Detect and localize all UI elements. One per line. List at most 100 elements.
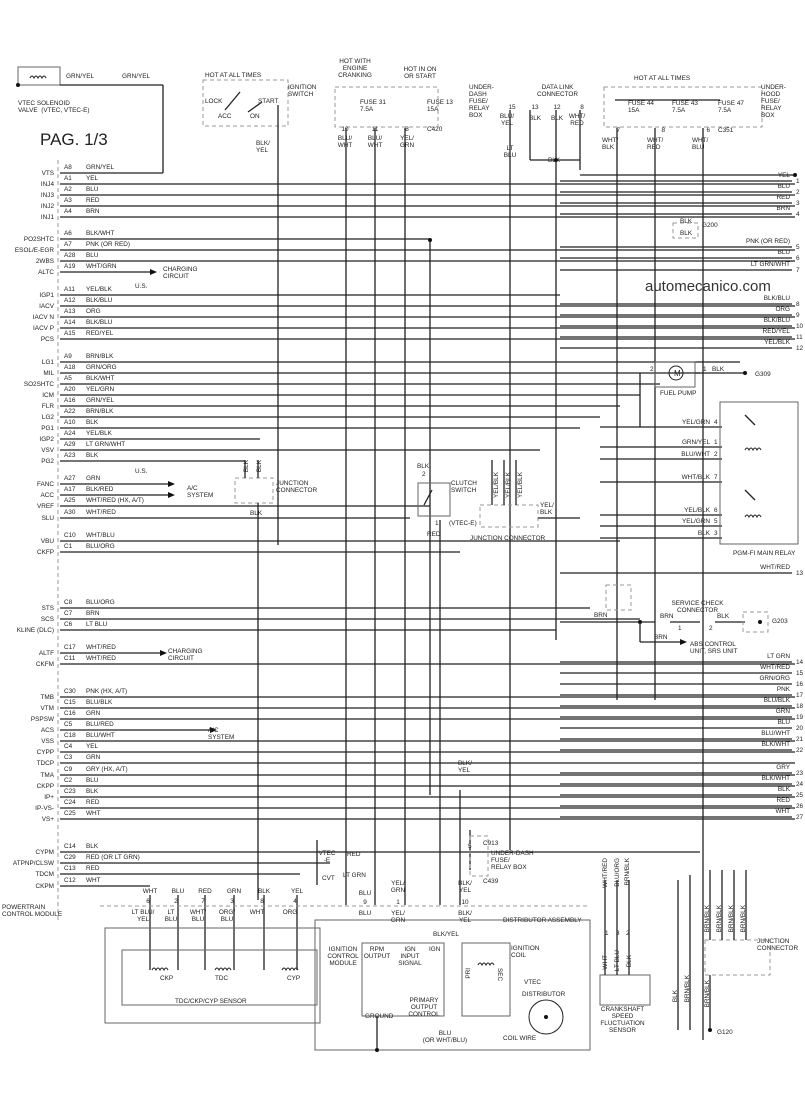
pcm-terminal-name: PG2 bbox=[41, 458, 54, 465]
wire-label: BLU/ORG bbox=[86, 599, 115, 606]
motor-icon bbox=[668, 365, 684, 381]
junction-connector-title: JUNCTION CONNECTOR bbox=[276, 480, 318, 494]
relay-coil-icon bbox=[744, 447, 762, 452]
pcm-pin-number: A9 bbox=[64, 353, 72, 360]
page-label: PAG. 1/3 bbox=[40, 130, 108, 149]
wire-label: GRN/YEL bbox=[86, 397, 115, 404]
pin-number: 2 bbox=[422, 471, 426, 478]
solenoid-coil-icon bbox=[29, 75, 47, 80]
junction-connector-2-box bbox=[479, 504, 539, 528]
continuation-number: 8 bbox=[796, 301, 800, 308]
pcm-terminal-name: ICM bbox=[42, 392, 54, 399]
wire-label: BLU/WHT bbox=[86, 732, 115, 739]
connector-id: C420 bbox=[427, 126, 443, 133]
wire-label: WHT bbox=[249, 909, 265, 916]
wire-label: WHT/RED bbox=[760, 664, 790, 671]
pcm-pin-number: C5 bbox=[64, 721, 73, 728]
wire-label: BRN bbox=[654, 634, 668, 641]
pcm-terminal-name: VTS bbox=[41, 170, 54, 177]
wire-label: BRN/BLK bbox=[86, 408, 114, 415]
wire-label: BRN bbox=[86, 610, 100, 617]
wire-label: WHT/RED (HX, A/T) bbox=[86, 497, 144, 504]
vtec-e-note: (VTEC-E) bbox=[449, 520, 477, 527]
wire-label: BLK/WHT bbox=[761, 775, 790, 782]
wire-label: PNK bbox=[776, 686, 790, 693]
pcm-pin-number: A20 bbox=[64, 386, 76, 393]
continuation-number: 6 bbox=[796, 255, 800, 262]
pin-number: 1 bbox=[703, 366, 707, 373]
pcm-terminal-name: VTM bbox=[40, 705, 55, 712]
wire-label: YEL/ GRN bbox=[399, 135, 415, 149]
continuation-number: 18 bbox=[796, 703, 804, 710]
hot-label: HOT WITH ENGINE CRANKING bbox=[338, 58, 372, 79]
junction-connector-title: JUNCTION CONNECTOR bbox=[757, 938, 799, 952]
pcm-pin-number: A10 bbox=[64, 419, 76, 426]
wire-label: BLK bbox=[712, 366, 725, 373]
wire-label: WHT/RED bbox=[602, 858, 609, 888]
pcm-terminal-name: TMA bbox=[40, 772, 55, 779]
wire-label: BLU/WHT bbox=[761, 730, 790, 737]
splice-dot bbox=[793, 173, 797, 177]
wire-label: BLK bbox=[697, 530, 710, 537]
continuation-number: 25 bbox=[796, 792, 804, 799]
hot-label: HOT IN ON OR START bbox=[403, 66, 437, 80]
pcm-pin-number: A28 bbox=[64, 252, 76, 259]
pcm-terminal-name: SCS bbox=[40, 616, 54, 623]
wire-label: BRN/BLK bbox=[86, 353, 114, 360]
wire-label: WHT/GRN bbox=[86, 263, 117, 270]
wire-label: LT GRN bbox=[343, 872, 366, 879]
wire-label: BLK bbox=[626, 955, 633, 968]
wire-label: WHT/ BLU bbox=[692, 137, 709, 151]
pcm-terminal-name: 2WBS bbox=[35, 258, 54, 265]
connector-id: C351 bbox=[718, 127, 734, 134]
pcm-terminal-name: IP+ bbox=[44, 794, 54, 801]
wire-label: BLU/RED bbox=[86, 721, 114, 728]
pcm-pin-number: C14 bbox=[64, 843, 76, 850]
wire-label: YEL bbox=[86, 743, 99, 750]
pcm-terminal-name: VSV bbox=[41, 447, 54, 454]
pcm-terminal-name: VREF bbox=[36, 503, 54, 510]
pcm-title: POWERTRAIN CONTROL MODULE bbox=[2, 904, 63, 918]
pin-number: 10 bbox=[341, 126, 349, 133]
wire-label: WHT bbox=[602, 955, 609, 970]
pcm-terminal-name: KLINE (DLC) bbox=[16, 627, 54, 634]
pcm-terminal-name: SO2SHTC bbox=[23, 381, 54, 388]
wire-label: YEL/BLK bbox=[684, 507, 710, 514]
wire-label: BLK bbox=[243, 460, 250, 473]
pcm-pin-number: C1 bbox=[64, 543, 73, 550]
wire-label: BRN/BLK bbox=[704, 905, 711, 933]
wire-label: BLK bbox=[256, 460, 263, 473]
pin-number: 5 bbox=[468, 843, 472, 850]
wire-label: ORG bbox=[282, 909, 298, 916]
pcm-pin-number: A4 bbox=[64, 208, 72, 215]
pin-number: 8 bbox=[405, 126, 409, 133]
charging-circuit-label: CHARGING CIRCUIT bbox=[168, 648, 203, 662]
pcm-terminal-name: INJ4 bbox=[40, 181, 54, 188]
continuation-number: 14 bbox=[796, 659, 804, 666]
pin-number: 2 bbox=[714, 451, 718, 458]
pcm-terminal-name: IACV N bbox=[32, 314, 54, 321]
pcm-pin-number: A14 bbox=[64, 319, 76, 326]
wire-label: WHT/BLK bbox=[681, 474, 710, 481]
ground-label: GROUND bbox=[365, 1013, 394, 1020]
continuation-number: 3 bbox=[796, 200, 800, 207]
sensor-assembly-outline bbox=[104, 927, 321, 1024]
pcm-terminal-name: STS bbox=[41, 605, 54, 612]
pin-number: 9 bbox=[363, 899, 367, 906]
pcm-terminal-name: IGP2 bbox=[39, 436, 54, 443]
wire-label: BLK/BLU bbox=[763, 317, 790, 324]
switch-contact-icon bbox=[224, 91, 241, 111]
primary-coil-icon bbox=[477, 962, 495, 967]
ign-label: IGN bbox=[429, 946, 441, 953]
wire-label: WHT/BLU bbox=[86, 532, 115, 539]
pcm-terminal-name: IACV P bbox=[33, 325, 54, 332]
pin-number: 7 bbox=[201, 898, 205, 905]
connector-id: C913 bbox=[483, 840, 499, 847]
wire-label: YEL bbox=[777, 172, 790, 179]
wire-label: WHT/ BLK bbox=[602, 137, 619, 151]
wire-label: YEL/BLK bbox=[86, 286, 112, 293]
pcm-terminal-name: INJ2 bbox=[40, 203, 54, 210]
motor-icon-label: M bbox=[674, 369, 681, 378]
wire-label: LT BLU bbox=[164, 909, 178, 923]
g200-box bbox=[672, 222, 699, 239]
